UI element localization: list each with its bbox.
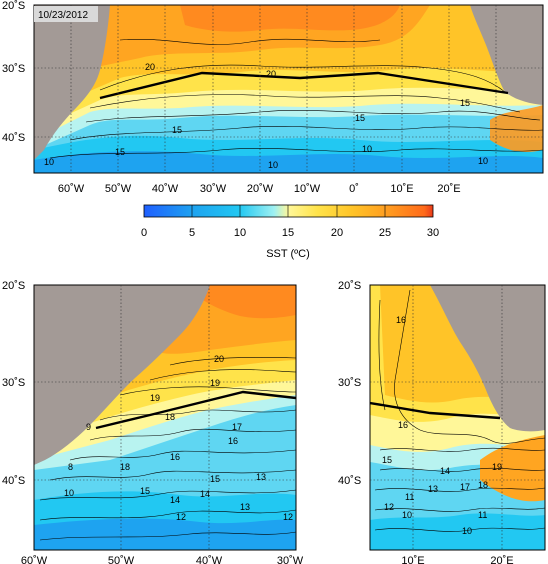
lat-tick-label: 40˚S — [338, 475, 361, 487]
contour-label: 14 — [170, 495, 180, 505]
contour-label: 20 — [145, 62, 155, 72]
contour-label: 13 — [428, 484, 438, 494]
contour-label: 16 — [170, 452, 180, 462]
lat-tick-label: 40˚S — [2, 132, 25, 144]
lat-tick-label: 30˚S — [2, 377, 25, 389]
contour-label: 15 — [382, 455, 392, 465]
contour-label: 9 — [86, 422, 91, 432]
lat-tick-label: 20˚S — [2, 0, 25, 12]
africa-land — [430, 285, 545, 432]
transect-line — [95, 390, 296, 430]
contour-label: 13 — [256, 472, 266, 482]
contour-label: 14 — [440, 466, 450, 476]
contour-label: 13 — [240, 502, 250, 512]
lat-tick-label: 20˚S — [2, 280, 25, 292]
bl-contour-labels: 20 19 19 18 18 17 16 16 15 15 14 14 13 1… — [64, 354, 293, 522]
south-america-land — [34, 5, 110, 160]
contour-label: 10 — [268, 160, 278, 170]
colorbar: 0 5 10 15 20 25 30 SST (ºC) — [141, 204, 439, 260]
contour-label: 15 — [355, 113, 365, 123]
contour-label: 10 — [462, 526, 472, 536]
contour-label: 11 — [405, 492, 414, 502]
top-grid — [34, 5, 543, 173]
br-contour-labels: 16 16 15 14 13 12 11 11 10 10 17 18 19 — [382, 315, 502, 536]
transect-line — [370, 401, 501, 420]
top-map-frame — [33, 4, 544, 174]
colorbar-label: SST (ºC) — [266, 248, 310, 260]
contour-label: 20 — [266, 69, 276, 79]
contour-label: 15 — [210, 474, 220, 484]
lat-tick-label: 30˚S — [2, 63, 25, 75]
contour-label: 12 — [176, 512, 186, 522]
lon-tick-label: 50˚W — [108, 555, 135, 564]
colorbar-tick: 25 — [379, 227, 391, 239]
colorbar-tick: 10 — [234, 227, 246, 239]
top-contours — [49, 38, 543, 159]
lat-tick-label: 40˚S — [2, 475, 25, 487]
contour-label: 18 — [478, 480, 488, 490]
lon-tick-label: 30˚W — [200, 183, 227, 195]
colorbar-gradient — [143, 204, 434, 218]
colorbar-tick: 15 — [282, 227, 294, 239]
bottom-left-map: 20 19 19 18 18 17 16 16 15 15 14 14 13 1… — [2, 280, 304, 564]
contour-label: 16 — [398, 420, 408, 430]
contour-label: 12 — [283, 512, 293, 522]
lon-tick-label: 10˚E — [390, 183, 413, 195]
date-label: 10/23/2012 — [38, 10, 88, 21]
contour-label: 15 — [172, 125, 182, 135]
lon-tick-label: 30˚W — [277, 555, 304, 564]
contour-label: 17 — [460, 482, 470, 492]
contour-label: 15 — [460, 98, 470, 108]
contour-label: 18 — [165, 412, 175, 422]
contour-label: 10 — [362, 144, 372, 154]
lon-tick-label: 60˚W — [58, 183, 85, 195]
br-contours — [374, 289, 545, 532]
africa-land — [470, 5, 543, 105]
contour-label: 15 — [115, 147, 125, 157]
transect-line — [99, 71, 509, 100]
south-america-land — [34, 285, 210, 465]
colorbar-tick: 20 — [331, 227, 343, 239]
lon-tick-label: 20˚E — [437, 183, 460, 195]
top-contour-labels: 20 20 15 15 15 15 10 10 10 10 — [44, 62, 488, 170]
lon-tick-label: 20˚W — [247, 183, 274, 195]
bottom-right-map: 16 16 15 14 13 12 11 11 10 10 17 18 19 2… — [338, 280, 546, 564]
top-map: 10/23/2012 20 20 15 15 15 15 10 10 10 10… — [2, 0, 544, 195]
contour-label: 14 — [200, 489, 210, 499]
contour-label: 12 — [384, 502, 394, 512]
lon-tick-label: 60˚W — [21, 555, 48, 564]
contour-label: 11 — [478, 510, 487, 520]
date-box — [34, 6, 98, 22]
contour-label: 16 — [228, 436, 238, 446]
contour-label: 18 — [120, 462, 130, 472]
colorbar-tick: 5 — [189, 227, 195, 239]
contour-label: 10 — [64, 488, 74, 498]
contour-label: 17 — [232, 422, 242, 432]
lat-tick-label: 30˚S — [338, 377, 361, 389]
colorbar-tick: 30 — [427, 227, 439, 239]
contour-label: 20 — [214, 354, 224, 364]
lon-tick-label: 40˚W — [196, 555, 223, 564]
contour-label: 19 — [492, 462, 502, 472]
contour-label: 19 — [210, 378, 220, 388]
bl-contours — [39, 356, 296, 541]
contour-label: 16 — [396, 315, 406, 325]
lon-tick-label: 20˚E — [490, 555, 513, 564]
lon-tick-label: 40˚W — [152, 183, 179, 195]
lon-tick-label: 50˚W — [105, 183, 132, 195]
contour-label: 10 — [478, 156, 488, 166]
contour-label: 10 — [402, 510, 412, 520]
contour-label: 10 — [44, 157, 54, 167]
lat-tick-label: 20˚S — [338, 280, 361, 292]
lon-tick-label: 0˚ — [349, 183, 359, 195]
lon-tick-label: 10˚W — [294, 183, 321, 195]
contour-label: 19 — [150, 393, 160, 403]
contour-label: 15 — [140, 486, 150, 496]
contour-label: 8 — [68, 462, 73, 472]
lon-tick-label: 10˚E — [401, 555, 424, 564]
colorbar-tick: 0 — [141, 227, 147, 239]
